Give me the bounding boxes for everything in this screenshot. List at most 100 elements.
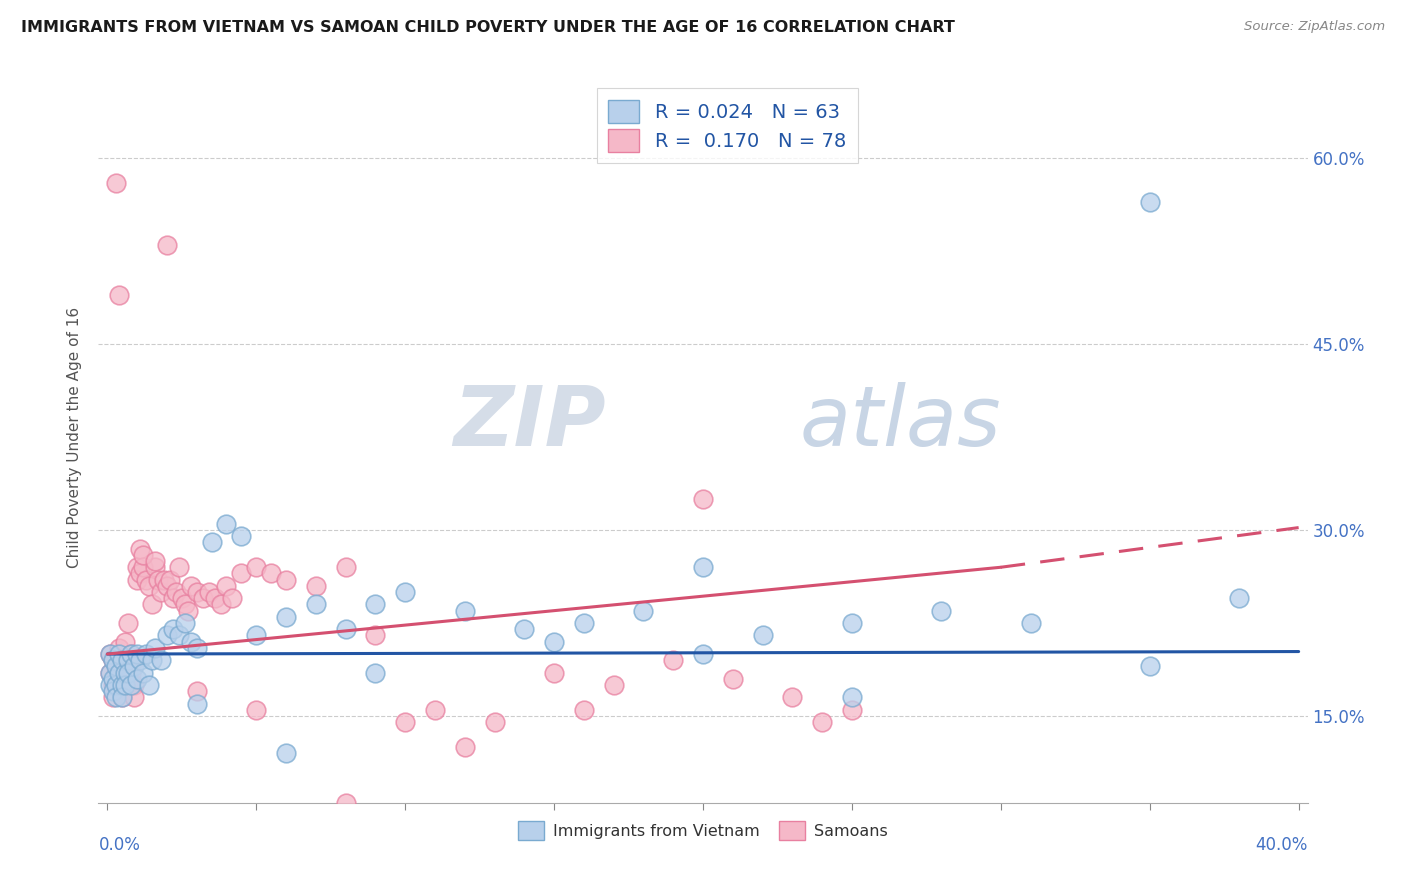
Point bbox=[162, 622, 184, 636]
Point bbox=[692, 647, 714, 661]
Point bbox=[335, 622, 357, 636]
Point bbox=[143, 554, 166, 568]
Point bbox=[117, 678, 139, 692]
Point bbox=[108, 640, 131, 655]
Point bbox=[114, 678, 136, 692]
Point bbox=[98, 665, 121, 680]
Point bbox=[120, 678, 142, 692]
Point bbox=[186, 697, 208, 711]
Legend: Immigrants from Vietnam, Samoans: Immigrants from Vietnam, Samoans bbox=[512, 814, 894, 846]
Point bbox=[170, 591, 193, 606]
Point bbox=[180, 579, 202, 593]
Point bbox=[543, 634, 565, 648]
Point bbox=[186, 684, 208, 698]
Point bbox=[103, 672, 125, 686]
Point bbox=[98, 647, 121, 661]
Point bbox=[117, 615, 139, 630]
Point bbox=[127, 573, 149, 587]
Point bbox=[108, 287, 131, 301]
Point bbox=[108, 665, 131, 680]
Point bbox=[111, 653, 134, 667]
Point bbox=[305, 579, 328, 593]
Point bbox=[245, 560, 267, 574]
Point bbox=[111, 653, 134, 667]
Point bbox=[156, 628, 179, 642]
Point bbox=[751, 628, 773, 642]
Point bbox=[215, 516, 238, 531]
Point bbox=[364, 598, 387, 612]
Point bbox=[1019, 615, 1042, 630]
Point bbox=[98, 647, 121, 661]
Point bbox=[108, 647, 131, 661]
Point bbox=[103, 678, 125, 692]
Point bbox=[132, 560, 155, 574]
Point bbox=[221, 591, 243, 606]
Point bbox=[662, 653, 685, 667]
Point bbox=[103, 684, 125, 698]
Text: 40.0%: 40.0% bbox=[1256, 836, 1308, 854]
Point bbox=[103, 690, 125, 705]
Point bbox=[841, 690, 863, 705]
Point bbox=[135, 573, 157, 587]
Point bbox=[122, 659, 145, 673]
Point bbox=[98, 665, 121, 680]
Point bbox=[929, 604, 952, 618]
Point bbox=[231, 529, 253, 543]
Point bbox=[153, 573, 176, 587]
Point bbox=[103, 653, 125, 667]
Point bbox=[105, 678, 128, 692]
Point bbox=[602, 678, 624, 692]
Point bbox=[105, 665, 128, 680]
Point bbox=[120, 665, 142, 680]
Point bbox=[186, 585, 208, 599]
Point bbox=[1139, 659, 1161, 673]
Point bbox=[111, 690, 134, 705]
Point bbox=[423, 703, 446, 717]
Point bbox=[135, 647, 157, 661]
Point bbox=[186, 640, 208, 655]
Point bbox=[811, 715, 834, 730]
Point bbox=[260, 566, 283, 581]
Point bbox=[335, 560, 357, 574]
Point bbox=[364, 628, 387, 642]
Point bbox=[149, 585, 172, 599]
Point bbox=[633, 604, 655, 618]
Point bbox=[180, 634, 202, 648]
Point bbox=[159, 573, 181, 587]
Y-axis label: Child Poverty Under the Age of 16: Child Poverty Under the Age of 16 bbox=[67, 307, 83, 567]
Point bbox=[114, 678, 136, 692]
Point bbox=[114, 665, 136, 680]
Point bbox=[103, 653, 125, 667]
Text: IMMIGRANTS FROM VIETNAM VS SAMOAN CHILD POVERTY UNDER THE AGE OF 16 CORRELATION : IMMIGRANTS FROM VIETNAM VS SAMOAN CHILD … bbox=[21, 20, 955, 35]
Point bbox=[305, 598, 328, 612]
Point bbox=[197, 585, 219, 599]
Point bbox=[146, 573, 169, 587]
Point bbox=[721, 672, 744, 686]
Point bbox=[129, 541, 152, 556]
Point bbox=[105, 690, 128, 705]
Point bbox=[111, 678, 134, 692]
Point bbox=[132, 548, 155, 562]
Point bbox=[167, 628, 190, 642]
Point bbox=[245, 628, 267, 642]
Point bbox=[114, 634, 136, 648]
Point bbox=[364, 665, 387, 680]
Point bbox=[484, 715, 506, 730]
Point bbox=[215, 579, 238, 593]
Point bbox=[513, 622, 536, 636]
Point bbox=[141, 653, 163, 667]
Point bbox=[231, 566, 253, 581]
Point bbox=[191, 591, 214, 606]
Point bbox=[117, 653, 139, 667]
Point bbox=[122, 678, 145, 692]
Point bbox=[129, 653, 152, 667]
Point bbox=[111, 678, 134, 692]
Point bbox=[138, 678, 160, 692]
Point bbox=[127, 647, 149, 661]
Point bbox=[692, 491, 714, 506]
Point bbox=[782, 690, 804, 705]
Point bbox=[111, 690, 134, 705]
Point bbox=[120, 647, 142, 661]
Point bbox=[141, 598, 163, 612]
Point bbox=[98, 678, 121, 692]
